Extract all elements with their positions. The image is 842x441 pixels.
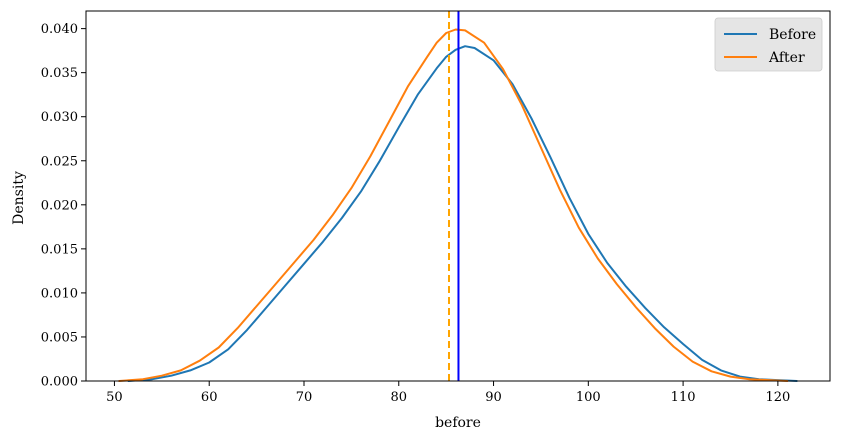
x-tick-label: 80 — [390, 390, 407, 405]
x-tick-label: 110 — [671, 390, 696, 405]
y-tick-label: 0.030 — [41, 110, 78, 125]
plot-frame — [85, 10, 831, 382]
x-tick-label: 100 — [576, 390, 601, 405]
series-line-before — [127, 45, 798, 382]
x-tick-label: 90 — [485, 390, 502, 405]
chart-marks — [118, 11, 798, 382]
y-tick-label: 0.020 — [41, 198, 78, 213]
x-tick-label: 120 — [765, 390, 790, 405]
legend-label-before: Before — [769, 27, 816, 43]
legend: Before After — [714, 17, 823, 72]
x-tick-label: 70 — [296, 390, 313, 405]
y-tick-label: 0.015 — [41, 242, 78, 257]
y-tick-label: 0.035 — [41, 66, 78, 81]
legend-label-after: After — [768, 50, 805, 66]
y-axis-title: Density — [11, 171, 27, 225]
x-axis-title: before — [435, 415, 481, 431]
y-tick-label: 0.025 — [41, 154, 78, 169]
x-tick-label: 50 — [106, 390, 123, 405]
y-tick-label: 0.040 — [41, 22, 78, 37]
y-tick-label: 0.000 — [41, 375, 78, 390]
y-axis: 0.000 0.005 0.010 0.015 0.020 0.025 0.030 0.035… — [41, 22, 86, 390]
x-axis: 50 60 70 80 90 100 110 120 — [106, 381, 790, 405]
y-tick-label: 0.005 — [41, 330, 78, 345]
x-tick-label: 60 — [201, 390, 218, 405]
series-line-after — [118, 28, 789, 382]
y-tick-label: 0.010 — [41, 286, 78, 301]
